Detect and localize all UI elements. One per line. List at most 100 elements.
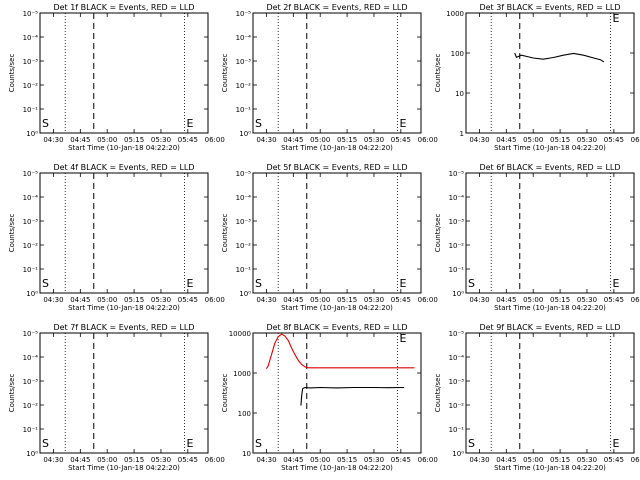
chart-title: Det 6f BLACK = Events, RED = LLD	[479, 163, 620, 172]
start-marker-label: S	[468, 277, 475, 290]
x-tick-label: 04:30	[469, 296, 489, 304]
y-tick-label: 10⁻²	[23, 82, 39, 90]
y-tick-label: 10⁻¹	[23, 426, 39, 434]
x-tick-label: 06:00	[205, 136, 225, 144]
x-tick-label: 05:00	[310, 296, 330, 304]
y-tick-label: 10000	[229, 330, 251, 338]
x-tick-label: 05:45	[178, 456, 198, 464]
y-tick-label: 10⁻¹	[449, 266, 465, 274]
x-tick-label: 04:30	[43, 296, 63, 304]
y-tick-label: 10⁻¹	[236, 266, 252, 274]
y-tick-label: 10⁻¹	[236, 106, 252, 114]
y-tick-label: 10⁻⁴	[449, 354, 465, 362]
x-tick-label: 06:00	[631, 296, 640, 304]
end-marker-label: E	[399, 332, 406, 345]
y-axis-label: Counts/sec	[8, 54, 16, 93]
chart-title: Det 9f BLACK = Events, RED = LLD	[479, 323, 620, 332]
x-tick-label: 04:30	[256, 136, 276, 144]
y-axis-label: Counts/sec	[434, 54, 442, 93]
x-tick-label: 05:30	[577, 296, 597, 304]
chart-panel-7: Det 7f BLACK = Events, RED = LLD 10⁰ 10⁻¹ 1…	[8, 323, 225, 472]
x-tick-label: 04:45	[496, 136, 516, 144]
chart-title: Det 5f BLACK = Events, RED = LLD	[266, 163, 407, 172]
x-tick-label: 05:30	[364, 456, 384, 464]
y-tick-label: 10⁻⁵	[23, 330, 39, 338]
y-tick-label: 10⁻²	[236, 242, 252, 250]
x-tick-label: 05:45	[178, 136, 198, 144]
y-tick-label: 10⁻⁴	[449, 194, 465, 202]
x-tick-label: 05:30	[151, 136, 171, 144]
x-tick-label: 04:45	[70, 296, 90, 304]
y-tick-label: 10⁻⁵	[236, 170, 252, 178]
chart-panel-8: Det 8f BLACK = Events, RED = LLD 10 100 100…	[221, 323, 438, 472]
x-axis-label: Start Time (10-Jan-18 04:22:20)	[494, 144, 606, 152]
x-axis-label: Start Time (10-Jan-18 04:22:20)	[68, 464, 180, 472]
chart-title: Det 7f BLACK = Events, RED = LLD	[53, 323, 194, 332]
x-tick-label: 05:30	[577, 136, 597, 144]
x-axis-label: Start Time (10-Jan-18 04:22:20)	[281, 304, 393, 312]
y-tick-label: 10⁻⁴	[23, 194, 39, 202]
x-tick-label: 04:30	[43, 456, 63, 464]
chart-title: Det 2f BLACK = Events, RED = LLD	[266, 3, 407, 12]
x-tick-label: 05:45	[604, 136, 624, 144]
series-line-events	[514, 52, 605, 63]
x-tick-label: 04:45	[283, 136, 303, 144]
y-tick-label: 10⁰	[26, 450, 38, 458]
end-marker-label: E	[612, 437, 619, 450]
y-tick-label: 10⁰	[26, 290, 38, 298]
y-tick-label: 10⁻³	[449, 378, 465, 386]
y-tick-label: 10⁻³	[23, 378, 39, 386]
x-tick-label: 04:45	[496, 456, 516, 464]
plot-frame	[465, 332, 635, 454]
y-axis-label: Counts/sec	[221, 374, 229, 413]
y-tick-label: 10⁻⁵	[236, 10, 252, 18]
y-tick-label: 10⁻³	[236, 218, 252, 226]
x-tick-label: 05:30	[151, 456, 171, 464]
x-axis-label: Start Time (10-Jan-18 04:22:20)	[494, 464, 606, 472]
chart-panel-5: Det 5f BLACK = Events, RED = LLD 10⁰ 10⁻¹ 1…	[221, 163, 438, 312]
y-tick-label: 10⁻¹	[23, 266, 39, 274]
plot-frame	[39, 332, 209, 454]
x-tick-label: 05:00	[97, 296, 117, 304]
series-line-events	[300, 386, 405, 406]
end-marker-label: E	[612, 12, 619, 25]
y-tick-label: 10⁻⁴	[23, 34, 39, 42]
y-axis-label: Counts/sec	[8, 374, 16, 413]
x-tick-label: 05:15	[337, 456, 357, 464]
y-tick-label: 100	[238, 410, 251, 418]
start-marker-label: S	[255, 437, 262, 450]
y-tick-label: 10⁻⁵	[449, 330, 465, 338]
x-tick-label: 04:30	[469, 136, 489, 144]
x-tick-label: 05:45	[391, 296, 411, 304]
end-marker-label: E	[186, 437, 193, 450]
end-marker-label: E	[399, 117, 406, 130]
x-tick-label: 06:00	[205, 456, 225, 464]
end-marker-label: E	[399, 277, 406, 290]
y-tick-label: 10	[242, 450, 251, 458]
x-tick-label: 06:00	[631, 456, 640, 464]
x-tick-label: 05:45	[391, 136, 411, 144]
x-axis-label: Start Time (10-Jan-18 04:22:20)	[281, 464, 393, 472]
y-tick-label: 10⁻²	[449, 242, 465, 250]
y-axis-label: Counts/sec	[221, 54, 229, 93]
x-tick-label: 05:15	[124, 136, 144, 144]
y-tick-label: 10⁻⁵	[449, 170, 465, 178]
start-marker-label: S	[255, 277, 262, 290]
plot-frame	[465, 172, 635, 294]
y-tick-label: 10⁻²	[449, 402, 465, 410]
x-tick-label: 05:00	[310, 456, 330, 464]
y-tick-label: 10⁻³	[449, 218, 465, 226]
y-tick-label: 10⁻³	[23, 58, 39, 66]
y-tick-label: 100	[451, 50, 464, 58]
x-tick-label: 04:45	[70, 136, 90, 144]
chart-panel-3: Det 3f BLACK = Events, RED = LLD 1 10 100 10…	[434, 3, 640, 152]
y-tick-label: 1	[460, 130, 464, 138]
plot-frame	[39, 12, 209, 134]
start-marker-label: S	[42, 437, 49, 450]
x-tick-label: 05:30	[364, 136, 384, 144]
x-tick-label: 05:15	[550, 456, 570, 464]
plot-frame	[465, 12, 635, 134]
end-marker-label: E	[612, 277, 619, 290]
x-tick-label: 04:30	[469, 456, 489, 464]
